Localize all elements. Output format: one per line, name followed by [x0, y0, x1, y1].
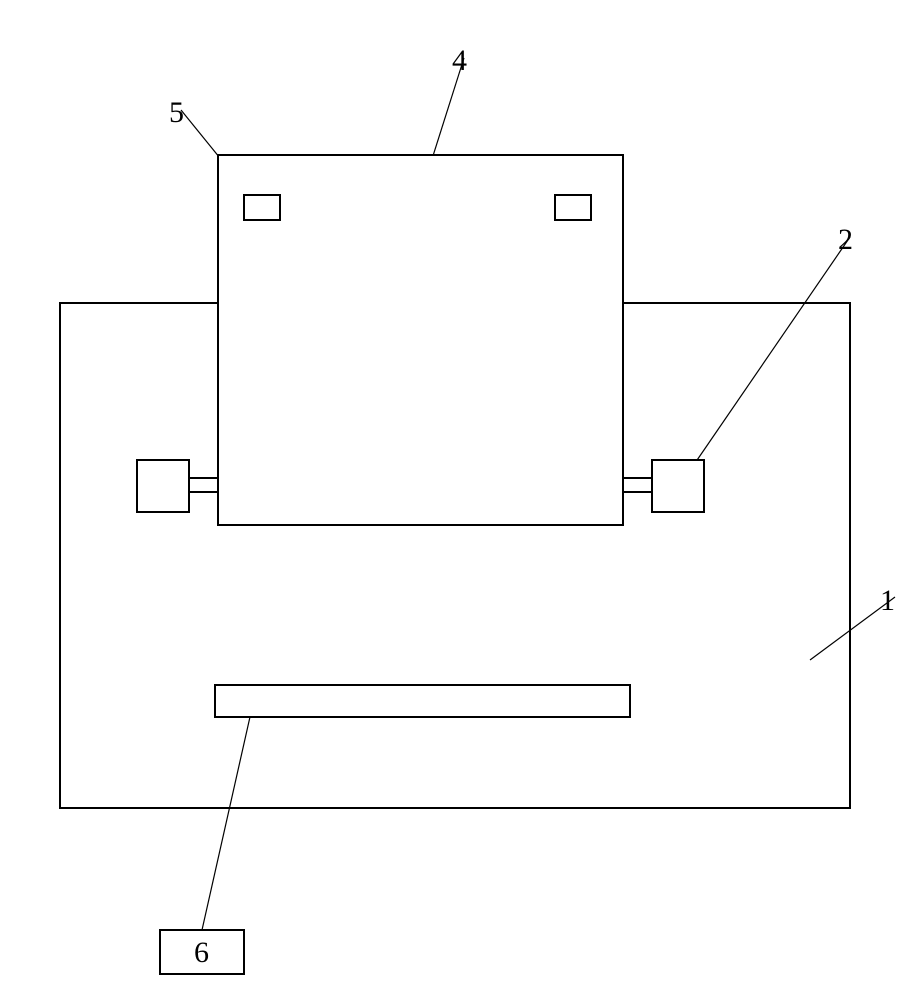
motor-left [137, 460, 189, 512]
label-2: 2 [838, 223, 853, 256]
label-4: 4 [452, 44, 467, 77]
shaft-left [189, 478, 218, 492]
slot [215, 685, 630, 717]
label-5: 5 [169, 96, 184, 129]
sensor-right [555, 195, 591, 220]
leader-line [693, 237, 850, 466]
technical-diagram: 1 2 4 5 6 [0, 0, 908, 1000]
label-6: 6 [194, 936, 209, 969]
label-1: 1 [880, 584, 895, 617]
leader-line [202, 708, 252, 930]
sensor-left [244, 195, 280, 220]
shaft-right [623, 478, 652, 492]
motor-right [652, 460, 704, 512]
